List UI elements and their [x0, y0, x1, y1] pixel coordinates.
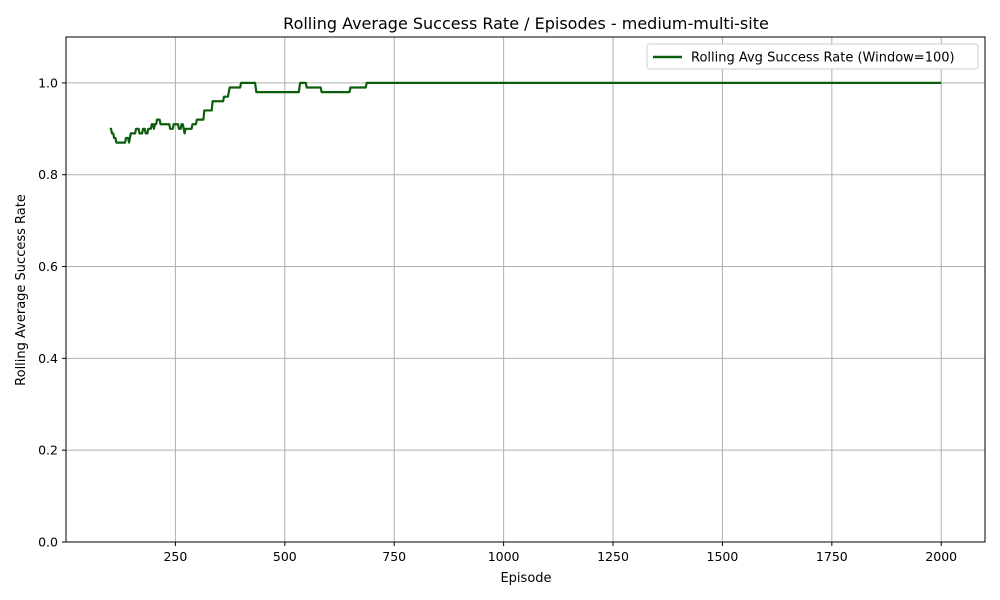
y-tick-label: 0.8 — [38, 167, 58, 182]
plot-frame — [65, 36, 986, 543]
y-tick-label: 1.0 — [38, 75, 58, 90]
series-line — [109, 81, 942, 144]
legend-box — [646, 43, 979, 70]
x-tick-label: 250 — [163, 549, 187, 564]
x-tick-label: 500 — [273, 549, 297, 564]
x-axis-ticks: 250 500 750 1000 1250 1500 1750 2000 — [163, 542, 957, 564]
x-tick-label: 1250 — [597, 549, 629, 564]
chart-title: Rolling Average Success Rate / Episodes … — [283, 14, 769, 33]
series-layer — [109, 81, 942, 144]
legend-label: Rolling Avg Success Rate (Window=100) — [691, 51, 955, 66]
x-tick-label: 1500 — [707, 549, 739, 564]
x-axis-label: Episode — [500, 571, 551, 586]
y-axis-ticks: 0.0 0.2 0.4 0.6 0.8 1.0 — [38, 75, 66, 550]
y-axis-label: Rolling Average Success Rate — [14, 194, 29, 386]
y-tick-label: 0.6 — [38, 259, 58, 274]
x-tick-label: 2000 — [925, 549, 957, 564]
x-tick-label: 1000 — [488, 549, 520, 564]
y-tick-label: 0.2 — [38, 443, 58, 458]
x-tick-label: 1750 — [816, 549, 848, 564]
y-tick-label: 0.0 — [38, 535, 58, 550]
legend: Rolling Avg Success Rate (Window=100) — [646, 43, 979, 70]
x-tick-label: 750 — [382, 549, 406, 564]
y-tick-label: 0.4 — [38, 351, 58, 366]
